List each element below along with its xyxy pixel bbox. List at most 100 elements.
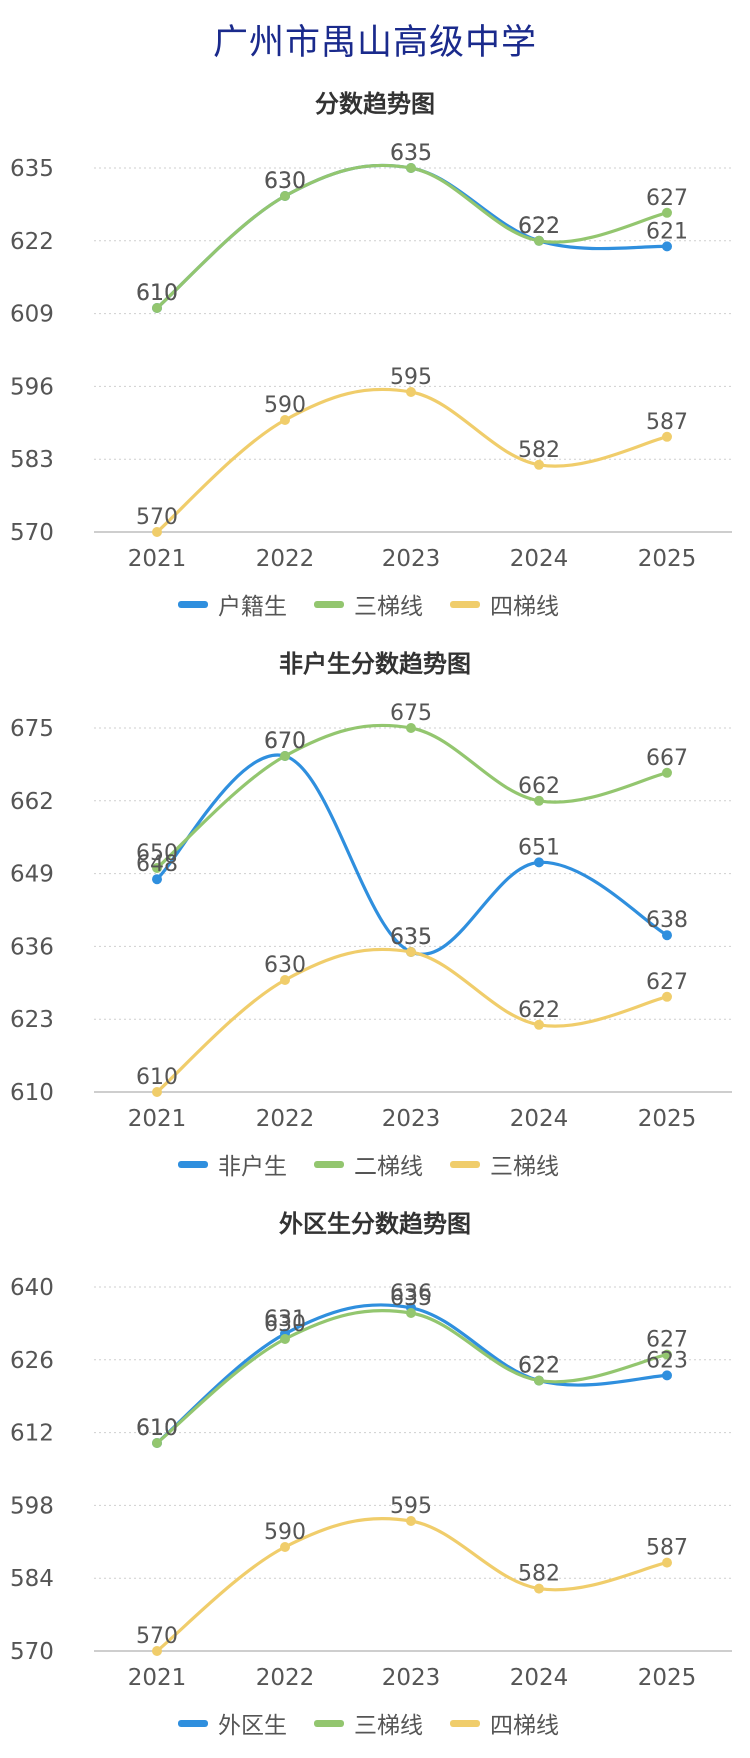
data-label: 595 [390,365,432,390]
data-label: 638 [646,908,688,933]
y-tick-label: 626 [10,1348,54,1374]
y-tick-label: 675 [10,716,54,742]
y-tick-label: 623 [10,1007,54,1033]
data-point [406,387,416,397]
data-point [662,991,672,1002]
y-tick-label: 583 [10,447,54,473]
legend-label: 四梯线 [490,594,559,620]
data-point [662,1557,672,1568]
chart-3: 外区生分数趋势图 570 584 598 612 626 640 2021 2022 2023 20… [10,1210,732,1739]
data-label: 610 [136,1416,178,1441]
data-point [406,723,416,733]
data-point [152,1646,162,1656]
data-label: 635 [390,925,432,950]
data-label: 610 [136,1416,178,1441]
data-label: 630 [264,169,306,194]
data-point [152,1087,162,1097]
data-label: 627 [646,970,688,995]
series-line-2 [155,1309,669,1445]
chart-title: 外区生分数趋势图 [279,1210,471,1238]
chart-title: 分数趋势图 [315,90,435,118]
data-point [406,163,416,173]
data-point [280,191,290,201]
data-point [662,241,672,252]
x-tick-label: 2024 [510,546,569,572]
data-label: 670 [264,729,306,754]
data-point [280,751,290,761]
x-tick-label: 2023 [382,1106,441,1132]
legend-swatch [178,601,208,608]
chart-1: 分数趋势图 570 583 596 609 622 635 2021 2022 2023 2024 2… [10,90,732,620]
data-label: 675 [390,701,432,726]
legend-label: 三梯线 [354,594,423,620]
data-label: 635 [390,141,432,166]
data-point [662,431,672,442]
x-tick-label: 2022 [256,1106,315,1132]
data-label: 587 [646,1536,688,1561]
data-label: 630 [264,169,306,194]
data-label: 610 [136,281,178,306]
y-tick-label: 622 [10,229,54,255]
data-point [662,1349,672,1360]
x-tick-label: 2025 [638,1665,697,1691]
y-tick-label: 612 [10,1421,54,1447]
legend-label: 四梯线 [490,1713,559,1739]
data-point [152,874,162,885]
data-label: 623 [646,1348,688,1373]
data-label: 622 [518,214,560,239]
data-label: 590 [264,393,306,418]
legend-label: 非户生 [218,1154,287,1180]
data-point [280,1334,290,1344]
data-point [662,1370,672,1381]
y-tick-label: 610 [10,1080,54,1106]
legend-label: 外区生 [218,1713,287,1739]
series-line-2 [155,163,669,310]
data-label: 582 [518,438,560,463]
x-tick-label: 2023 [382,1665,441,1691]
data-label: 651 [518,835,560,860]
data-label: 627 [646,186,688,211]
legend-swatch [450,1161,480,1168]
y-tick-label: 662 [10,789,54,815]
legend-label: 三梯线 [490,1154,559,1180]
chart-title: 非户生分数趋势图 [279,650,471,678]
data-label: 635 [390,1286,432,1311]
data-label: 582 [518,1562,560,1587]
data-label: 627 [646,1328,688,1353]
legend-swatch [178,1720,208,1727]
data-label: 595 [390,1494,432,1519]
legend-swatch [314,1720,344,1727]
data-label: 635 [390,141,432,166]
series-line-3 [155,387,669,534]
data-point [662,207,672,218]
data-label: 630 [264,1312,306,1337]
data-label: 636 [390,1281,432,1306]
legend-swatch [314,601,344,608]
data-point [534,1583,544,1594]
y-tick-label: 570 [10,520,54,546]
y-tick-label: 635 [10,156,54,182]
data-label: 590 [264,1520,306,1545]
y-tick-label: 596 [10,374,54,400]
data-label: 650 [136,841,178,866]
data-point [152,1438,162,1448]
x-tick-label: 2025 [638,546,697,572]
data-point [534,459,544,470]
data-point [280,1542,290,1552]
data-label: 635 [390,925,432,950]
y-tick-label: 649 [10,862,54,888]
chart-2: 非户生分数趋势图 610 623 636 649 662 675 2021 2022 2023 20… [10,650,732,1180]
x-tick-label: 2023 [382,546,441,572]
legend-label: 三梯线 [354,1713,423,1739]
x-tick-label: 2021 [128,1106,187,1132]
data-label: 622 [518,1354,560,1379]
legend-label: 二梯线 [354,1154,423,1180]
data-point [152,527,162,537]
data-point [280,975,290,985]
x-tick-label: 2022 [256,546,315,572]
x-tick-label: 2024 [510,1665,569,1691]
legend-swatch [450,601,480,608]
legend-swatch [450,1720,480,1727]
page-title: 广州市禺山高级中学 [212,23,537,63]
series-line-3 [155,947,669,1094]
